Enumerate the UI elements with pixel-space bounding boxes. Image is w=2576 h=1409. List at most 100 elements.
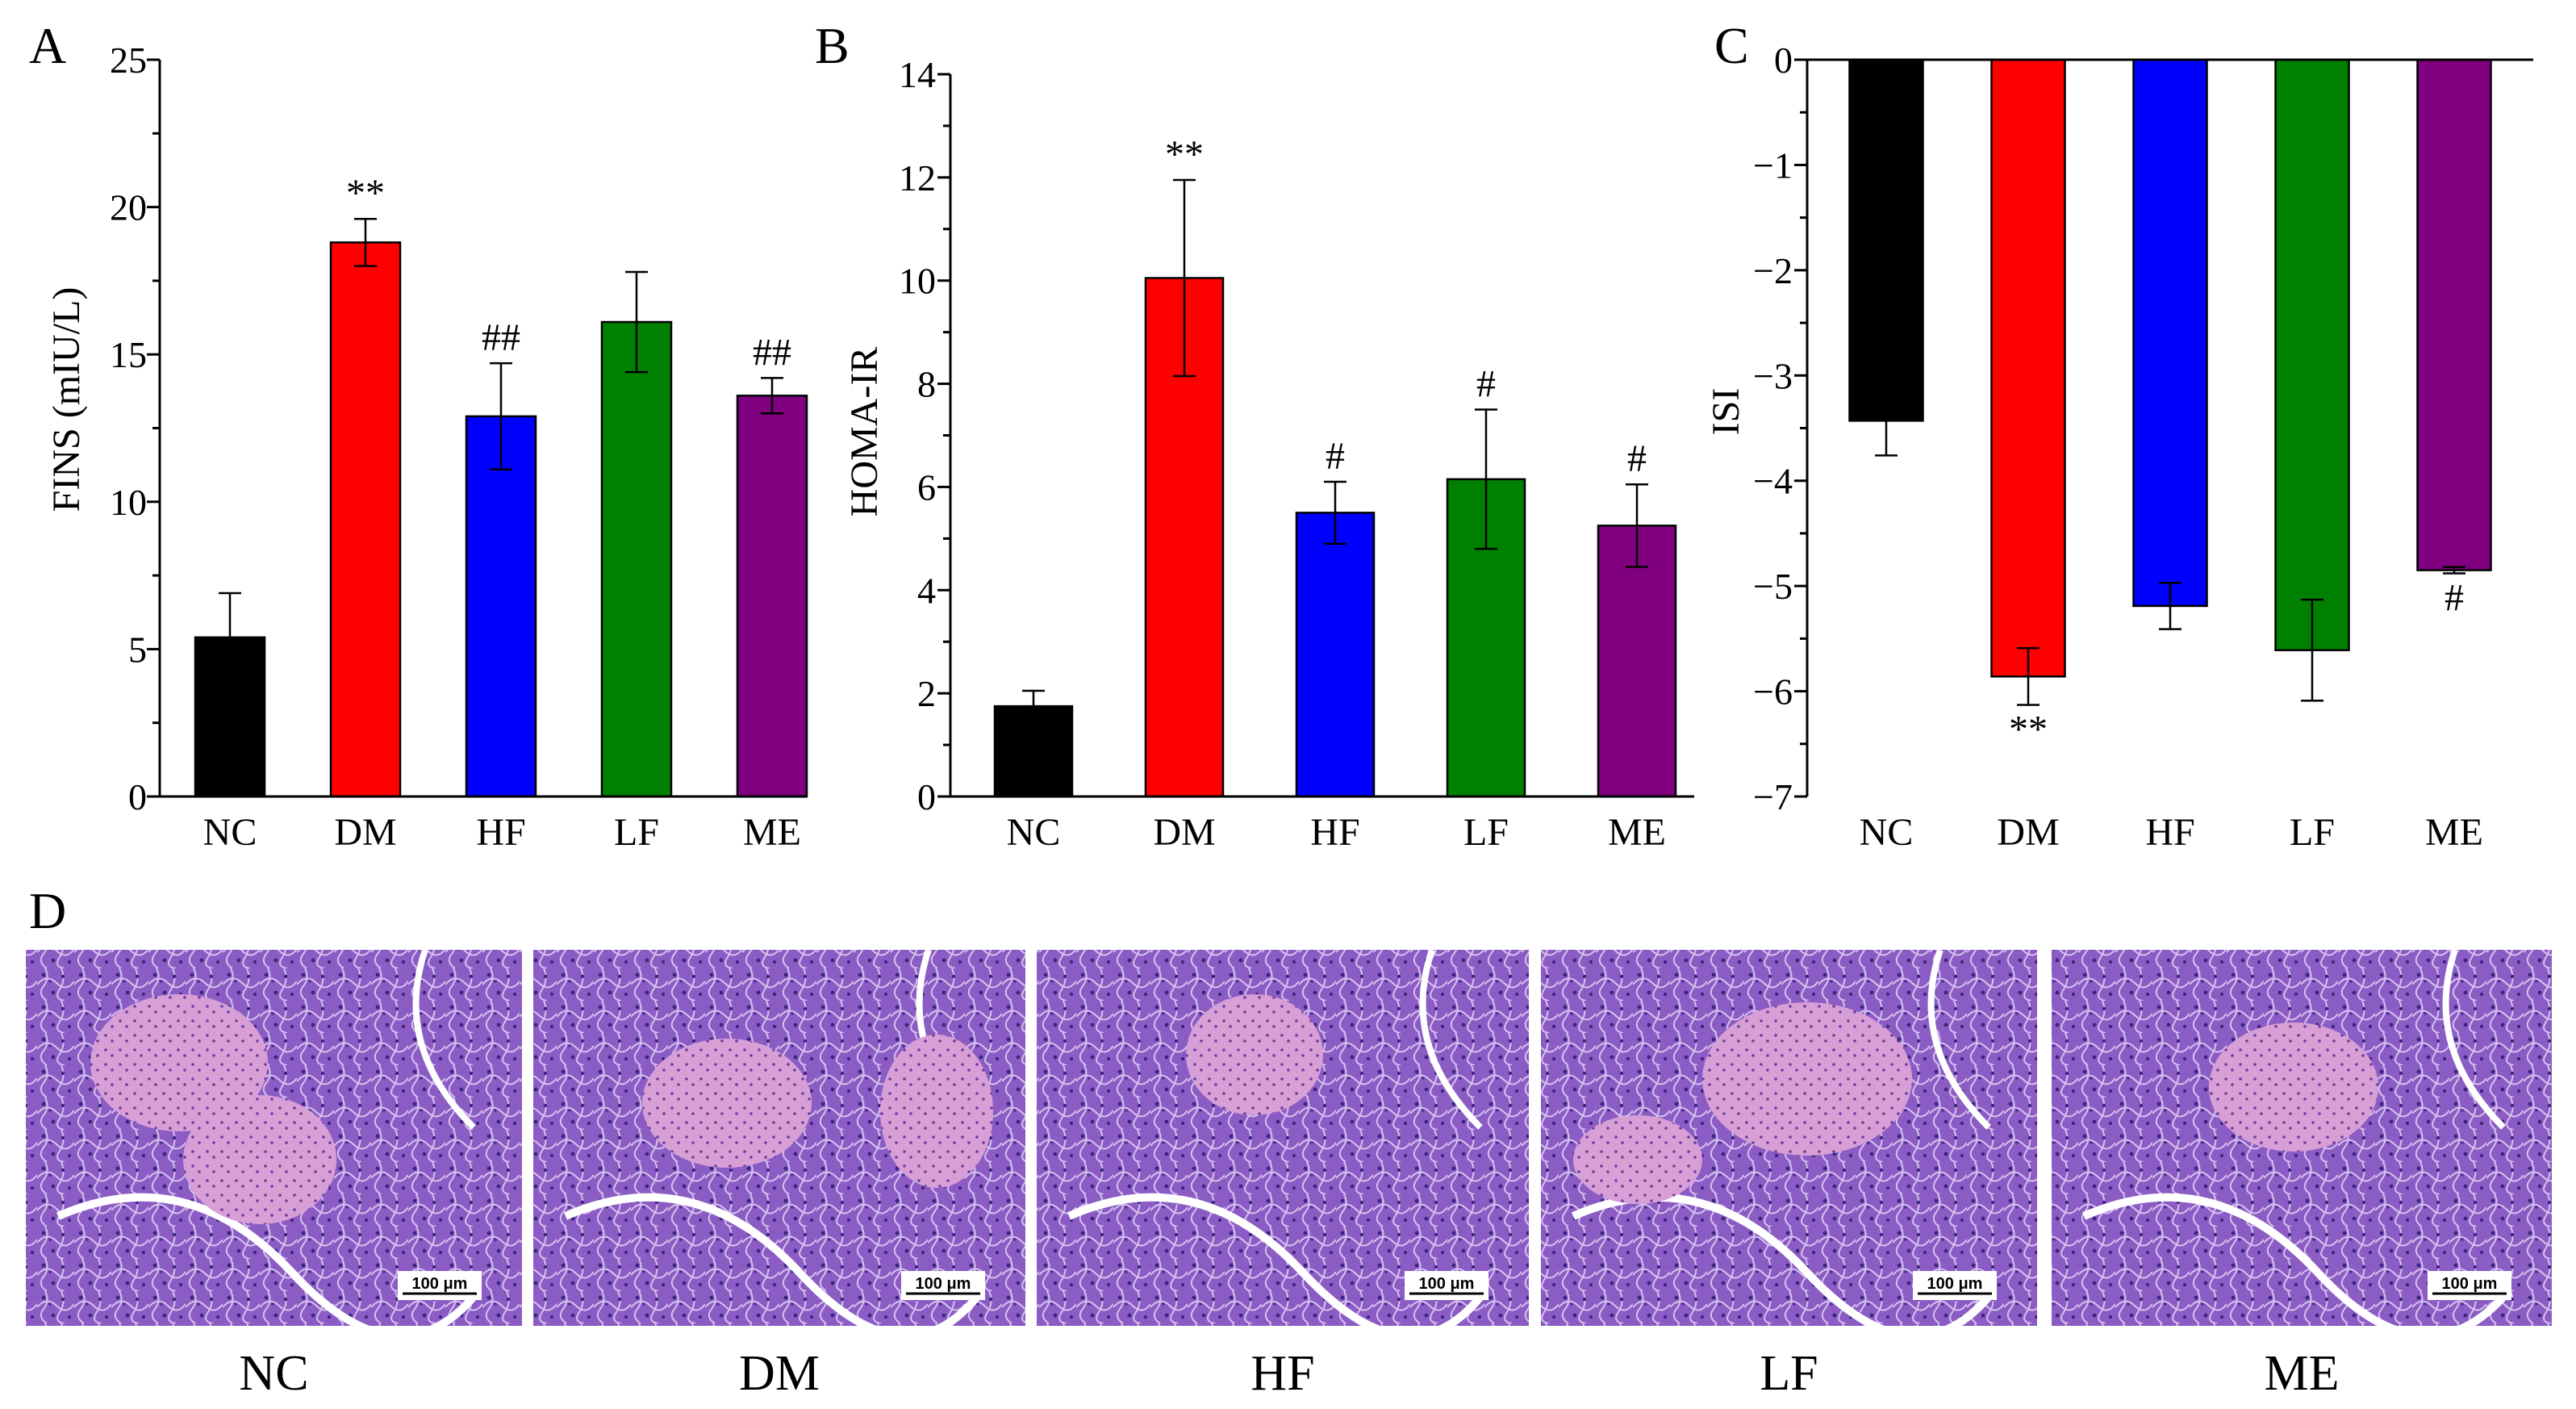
x-tick-label: HF — [2145, 811, 2194, 854]
x-tick-labels: NC DM HF LF ME — [203, 811, 801, 854]
bar-lf — [2274, 58, 2350, 651]
y-axis-title: FINS (mIU/L) — [45, 287, 88, 512]
y-tick-label: −2 — [1753, 250, 1793, 291]
x-tick-labels: NC DM HF LF ME — [1860, 811, 2483, 854]
islet — [1573, 1115, 1702, 1204]
micrograph-label: ME — [2265, 1346, 2340, 1401]
scale-bar-label: 100 μm — [1419, 1275, 1475, 1293]
panel-letter-d: D — [29, 882, 66, 939]
micrograph-hf: 100 μm HF — [1037, 948, 1529, 1401]
micrograph-me: 100 μm ME — [2052, 948, 2552, 1401]
y-tick-label: 25 — [110, 40, 147, 81]
micrograph-label: NC — [239, 1346, 308, 1401]
scale-bar-background — [2428, 1271, 2511, 1300]
x-tick-label: ME — [1608, 811, 1666, 854]
significance-mark: # — [1326, 435, 1345, 478]
y-tick-label: 2 — [917, 673, 936, 714]
x-tick-label: LF — [2290, 811, 2335, 854]
bar-lf — [600, 320, 673, 798]
significance-mark: # — [1627, 437, 1647, 480]
bar-dm — [329, 241, 402, 798]
tissue-crack — [1067, 1193, 1484, 1340]
bar-hf — [1295, 512, 1376, 798]
significance-marks: ** # — [2009, 576, 2464, 750]
scale-bar-label: 100 μm — [1927, 1275, 1983, 1293]
y-tick-label: 5 — [128, 629, 147, 670]
scale-bar-label: 100 μm — [2442, 1275, 2498, 1293]
significance-mark: # — [2444, 576, 2464, 619]
x-tick-label: DM — [1153, 811, 1215, 854]
significance-mark: ** — [346, 172, 385, 215]
x-tick-labels: NC DM HF LF ME — [1007, 811, 1666, 854]
islet — [2209, 1022, 2378, 1152]
error-bars — [219, 217, 783, 683]
islet — [90, 994, 268, 1131]
error-bars — [1022, 178, 1648, 723]
y-tick-label: −1 — [1753, 144, 1793, 186]
y-tick-label: 10 — [110, 482, 147, 523]
micrograph-label: HF — [1250, 1346, 1314, 1401]
scale-bar-background — [1913, 1271, 1997, 1300]
significance-mark: ** — [2009, 709, 2048, 751]
bar-series — [1848, 58, 2492, 678]
y-tick-label: 0 — [128, 776, 147, 817]
y-ticks: 0 2 4 6 8 10 12 14 — [899, 54, 950, 817]
significance-marks: ** # # # — [1165, 133, 1647, 480]
islet — [880, 1035, 993, 1188]
y-tick-label: −6 — [1753, 671, 1793, 713]
tissue-crack — [56, 1193, 477, 1340]
micrograph-dm: 100 μm DM — [533, 948, 1025, 1401]
micrograph-nc: 100 μm NC — [26, 948, 522, 1401]
bar-dm — [1990, 58, 2066, 678]
bar-hf — [2132, 58, 2208, 608]
y-tick-label: −4 — [1753, 461, 1793, 502]
x-tick-label: NC — [1007, 811, 1061, 854]
y-tick-label: 4 — [917, 570, 936, 611]
x-tick-label: HF — [1310, 811, 1359, 854]
scale-bar-label: 100 μm — [916, 1275, 971, 1293]
significance-mark: ## — [482, 316, 520, 359]
bar-me — [736, 395, 808, 798]
bar-series — [194, 241, 808, 798]
x-tick-label: NC — [203, 811, 257, 854]
y-ticks: 0 5 10 15 20 25 — [110, 40, 160, 817]
scale-bar-background — [1405, 1271, 1488, 1300]
tissue-crack — [2442, 948, 2506, 1130]
x-tick-label: ME — [743, 811, 801, 854]
micrograph-lf: 100 μm LF — [1541, 948, 2037, 1401]
chart-panel-a: A FINS (mIU/L) 0 5 10 15 20 25 ** ## ## NC DM HF L… — [29, 17, 808, 854]
micrograph-row: 100 μm NC 100 μm DM 100 μm HF 100 μm LF 100 μm ME — [26, 948, 2552, 1401]
y-tick-label: 0 — [1774, 40, 1793, 81]
x-tick-label: LF — [614, 811, 659, 854]
y-axis-title: HOMA-IR — [843, 347, 886, 517]
y-tick-label: −7 — [1753, 776, 1793, 817]
y-tick-label: 6 — [917, 466, 936, 508]
islet — [642, 1039, 812, 1168]
x-tick-label: DM — [1997, 811, 2059, 854]
y-tick-label: 10 — [899, 261, 936, 302]
y-tick-label: −3 — [1753, 355, 1793, 396]
chart-panel-b: B HOMA-IR 0 2 4 6 8 10 12 14 ** # # # NC DM HF LF ME — [815, 17, 1694, 854]
islet — [1186, 994, 1323, 1115]
y-tick-label: 12 — [899, 157, 936, 199]
tissue-crack — [1419, 948, 1483, 1130]
y-tick-label: 20 — [110, 187, 147, 228]
significance-mark: ** — [1165, 133, 1204, 176]
scale-bar-background — [901, 1271, 985, 1300]
error-bars — [1875, 385, 2465, 706]
y-tick-label: 15 — [110, 334, 147, 375]
panel-letter-c: C — [1714, 17, 1749, 74]
y-axis-title: ISI — [1705, 388, 1747, 436]
tissue-crack — [1927, 948, 1991, 1130]
x-tick-label: LF — [1463, 811, 1509, 854]
y-tick-label: 14 — [899, 54, 936, 95]
scale-bar-label: 100 μm — [412, 1275, 468, 1293]
x-tick-label: DM — [334, 811, 396, 854]
y-tick-label: 8 — [917, 364, 936, 405]
y-tick-label: 0 — [917, 776, 936, 817]
tissue-crack — [412, 948, 476, 1130]
tissue-crack — [2081, 1193, 2507, 1340]
x-tick-label: ME — [2425, 811, 2483, 854]
x-tick-label: HF — [476, 811, 525, 854]
